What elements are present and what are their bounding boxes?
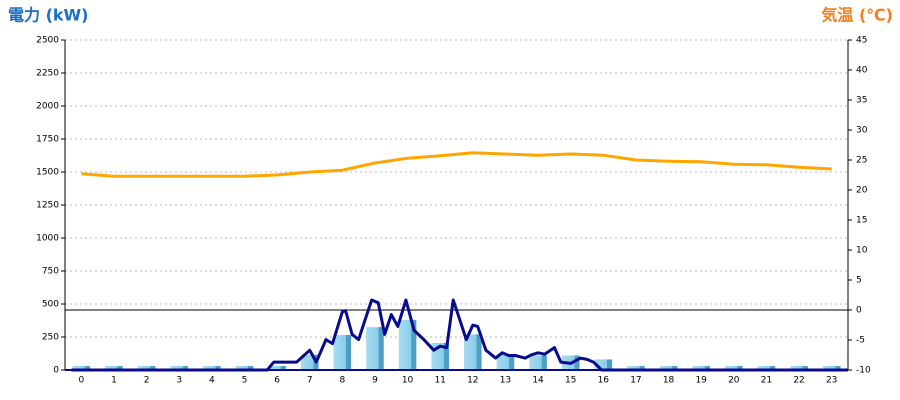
y2-tick-label: 45 (856, 36, 867, 46)
x-tick-label: 15 (565, 376, 576, 386)
x-tick-label: 14 (532, 376, 544, 386)
y-tick-label: 1000 (36, 234, 59, 244)
y-tick-label: 1250 (36, 201, 59, 211)
x-tick-label: 11 (434, 376, 445, 386)
x-tick-label: 20 (728, 376, 740, 386)
x-tick-label: 13 (500, 376, 511, 386)
bar (137, 366, 156, 370)
bar (627, 366, 645, 370)
y2-tick-label: 10 (856, 246, 868, 256)
x-tick-label: 19 (695, 376, 707, 386)
bar (203, 366, 221, 370)
bar (268, 366, 286, 370)
bar (72, 366, 91, 370)
bar (659, 366, 678, 370)
y-tick-label: 1500 (36, 168, 59, 178)
bar (822, 366, 841, 370)
bar (333, 335, 352, 370)
line (81, 151, 832, 178)
y2-tick-label: 35 (856, 96, 867, 106)
x-tick-label: 7 (307, 376, 313, 386)
bar (170, 366, 188, 370)
bar (692, 366, 710, 370)
bar (594, 359, 613, 370)
y2-axis-title: 気温 (℃) (821, 6, 893, 25)
y2-tick-label: 30 (856, 126, 868, 136)
x-tick-label: 23 (826, 376, 837, 386)
x-tick-label: 21 (761, 376, 772, 386)
x-tick-label: 10 (402, 376, 414, 386)
y2-tick-label: 20 (856, 186, 868, 196)
x-tick-label: 12 (467, 376, 478, 386)
y-tick-label: 2500 (36, 36, 59, 46)
y-tick-label: 2000 (36, 102, 59, 112)
bar (105, 366, 123, 370)
bar (235, 366, 254, 370)
x-tick-label: 6 (274, 376, 280, 386)
bar (398, 319, 417, 370)
y-tick-label: 0 (53, 366, 59, 376)
x-tick-label: 4 (209, 376, 215, 386)
x-tick-label: 9 (372, 376, 378, 386)
x-tick-label: 5 (242, 376, 248, 386)
y-tick-label: 500 (42, 300, 59, 310)
x-tick-label: 0 (78, 376, 84, 386)
y-tick-label: 1750 (36, 135, 59, 145)
x-tick-label: 1 (111, 376, 117, 386)
x-tick-label: 16 (598, 376, 610, 386)
y-tick-label: 250 (42, 333, 59, 343)
y2-tick-label: -5 (856, 336, 865, 346)
x-tick-label: 2 (144, 376, 150, 386)
x-tick-label: 22 (793, 376, 804, 386)
y2-tick-label: 15 (856, 216, 867, 226)
x-tick-label: 18 (663, 376, 675, 386)
y2-tick-label: 0 (856, 306, 862, 316)
x-tick-label: 3 (176, 376, 182, 386)
x-tick-label: 17 (630, 376, 641, 386)
bar (757, 366, 776, 370)
bar (790, 366, 808, 370)
bar (496, 354, 515, 370)
line (71, 298, 848, 372)
x-tick-label: 8 (339, 376, 345, 386)
bar (366, 327, 384, 370)
y2-tick-label: 40 (856, 66, 868, 76)
bar (529, 355, 547, 370)
y-tick-label: 2250 (36, 69, 59, 79)
y-tick-label: 750 (42, 267, 59, 277)
bar (725, 366, 743, 370)
y2-tick-label: -10 (856, 366, 871, 376)
y-axis-title: 電力 (kW) (8, 6, 89, 25)
bar (464, 334, 482, 370)
y2-tick-label: 5 (856, 276, 862, 286)
y2-tick-label: 25 (856, 156, 867, 166)
